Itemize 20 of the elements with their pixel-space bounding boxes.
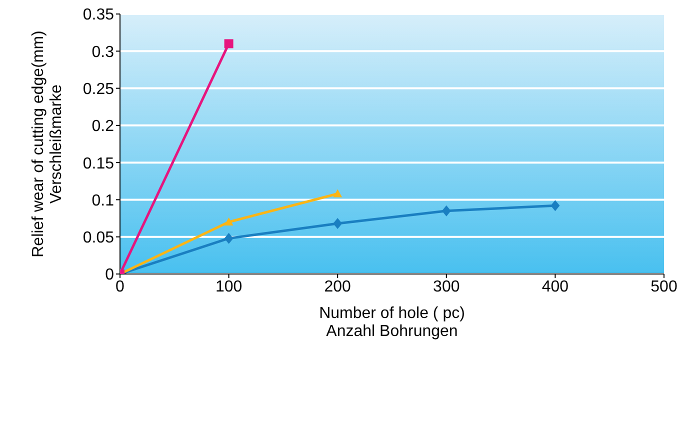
y-tick-label: 0.35 xyxy=(82,6,114,24)
y-axis-title: Relief wear of cutting edge(mm) Verschleißmarke xyxy=(30,30,65,258)
y-tick-label: 0.3 xyxy=(92,44,114,61)
point xyxy=(550,200,560,212)
point xyxy=(224,232,234,244)
y-tick-label: 0.2 xyxy=(92,118,114,136)
point xyxy=(442,205,451,216)
point xyxy=(224,39,234,48)
point xyxy=(333,218,342,229)
y-tick-label: 0.15 xyxy=(82,155,114,172)
x-tick-label: 500 xyxy=(650,278,678,296)
y-tick-label: 0.1 xyxy=(92,192,114,210)
x-tick-label: 400 xyxy=(542,278,569,296)
x-tick-label: 200 xyxy=(324,278,352,296)
y-tick-label: 0.25 xyxy=(82,80,114,98)
x-axis-title: Number of hole ( pc) Anzahl Bohrungen xyxy=(319,305,465,340)
x-tick-label: 100 xyxy=(215,278,242,296)
x-tick-label: 300 xyxy=(433,278,460,296)
y-tick-label: 0.05 xyxy=(82,230,114,247)
y-tick-label: 0 xyxy=(105,266,114,284)
